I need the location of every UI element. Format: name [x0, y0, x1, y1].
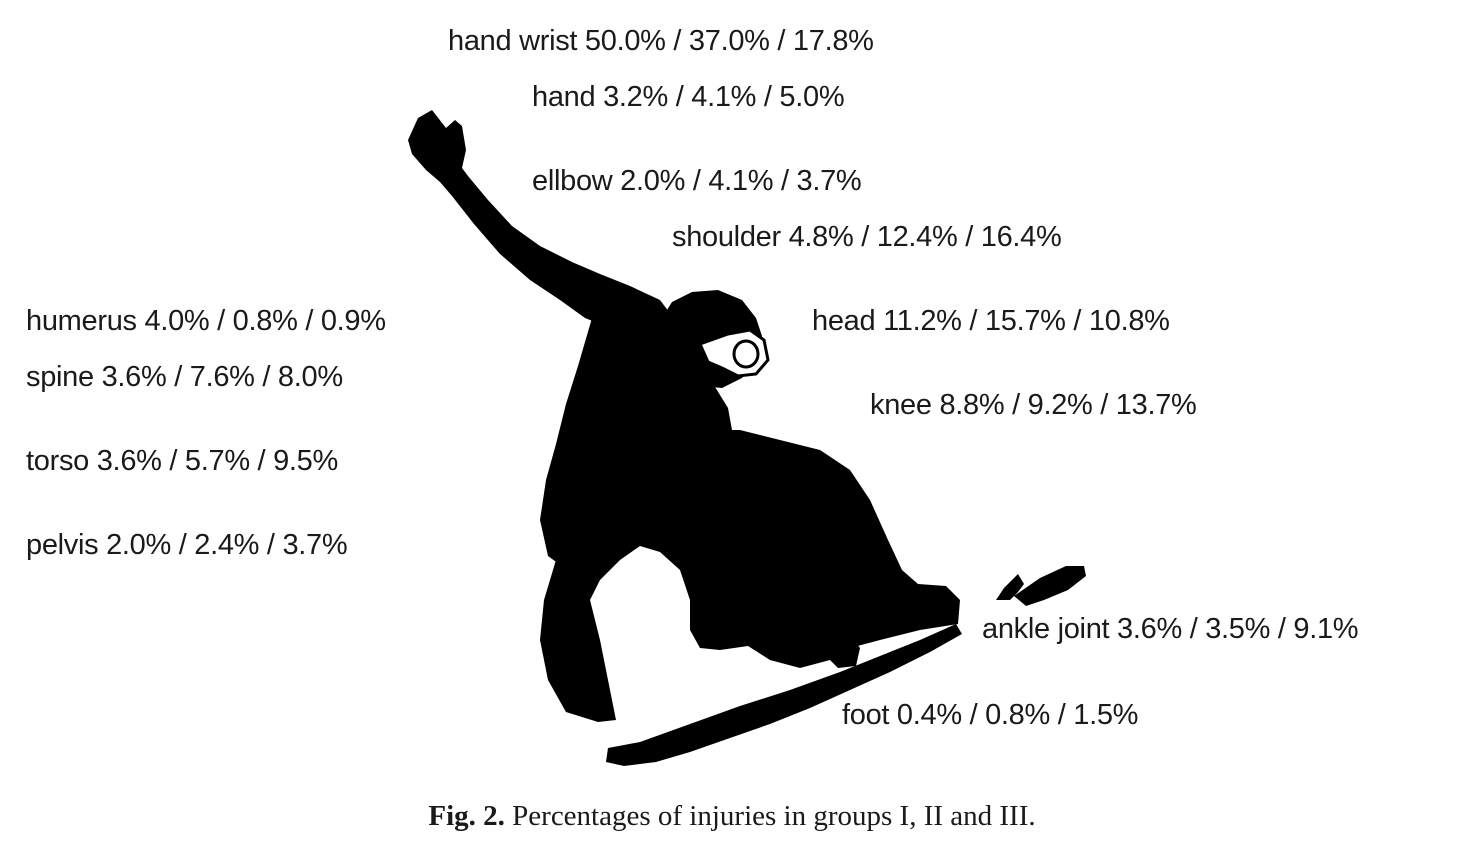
label-ellbow: ellbow 2.0% / 4.1% / 3.7% — [532, 165, 862, 197]
label-humerus: humerus 4.0% / 0.8% / 0.9% — [26, 305, 386, 337]
torso-shape — [540, 310, 732, 572]
label-knee: knee 8.8% / 9.2% / 13.7% — [870, 389, 1197, 421]
label-head: head 11.2% / 15.7% / 10.8% — [812, 305, 1170, 337]
label-shoulder: shoulder 4.8% / 12.4% / 16.4% — [672, 221, 1062, 253]
label-torso: torso 3.6% / 5.7% / 9.5% — [26, 445, 338, 477]
label-pelvis: pelvis 2.0% / 2.4% / 3.7% — [26, 529, 348, 561]
caption-text: Percentages of injuries in groups I, II … — [504, 800, 1036, 832]
label-hand: hand 3.2% / 4.1% / 5.0% — [532, 81, 845, 113]
label-ankle-joint: ankle joint 3.6% / 3.5% / 9.1% — [982, 613, 1359, 645]
grab-arm — [720, 450, 860, 668]
snowboard-shape — [606, 624, 962, 766]
label-foot: foot 0.4% / 0.8% / 1.5% — [842, 699, 1139, 731]
label-hand-wrist: hand wrist 50.0% / 37.0% / 17.8% — [448, 25, 874, 57]
raised-arm — [408, 110, 672, 340]
figure-caption: Fig. 2. Percentages of injuries in group… — [0, 798, 1464, 834]
board-tail-shape — [1014, 566, 1086, 606]
snow-spray — [996, 574, 1024, 600]
label-spine: spine 3.6% / 7.6% / 8.0% — [26, 361, 343, 393]
caption-prefix: Fig. 2. — [428, 800, 505, 832]
legs-shape — [540, 430, 960, 722]
